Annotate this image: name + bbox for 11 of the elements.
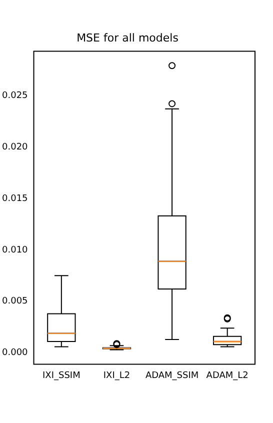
y-tick-label: 0.025 [2,90,28,101]
x-tick-label: ADAM_SSIM [145,370,199,381]
chart-title: MSE for all models [76,31,179,44]
y-tick-label: 0.005 [2,296,28,307]
x-tick-label: IXI_SSIM [42,370,80,381]
x-tick-label: ADAM_L2 [206,370,248,381]
y-tick-label: 0.000 [2,348,28,358]
y-tick-label: 0.010 [2,245,28,256]
x-tick-label: IXI_L2 [103,370,130,381]
y-tick-label: 0.020 [2,142,28,152]
y-tick-label: 0.015 [2,194,28,204]
